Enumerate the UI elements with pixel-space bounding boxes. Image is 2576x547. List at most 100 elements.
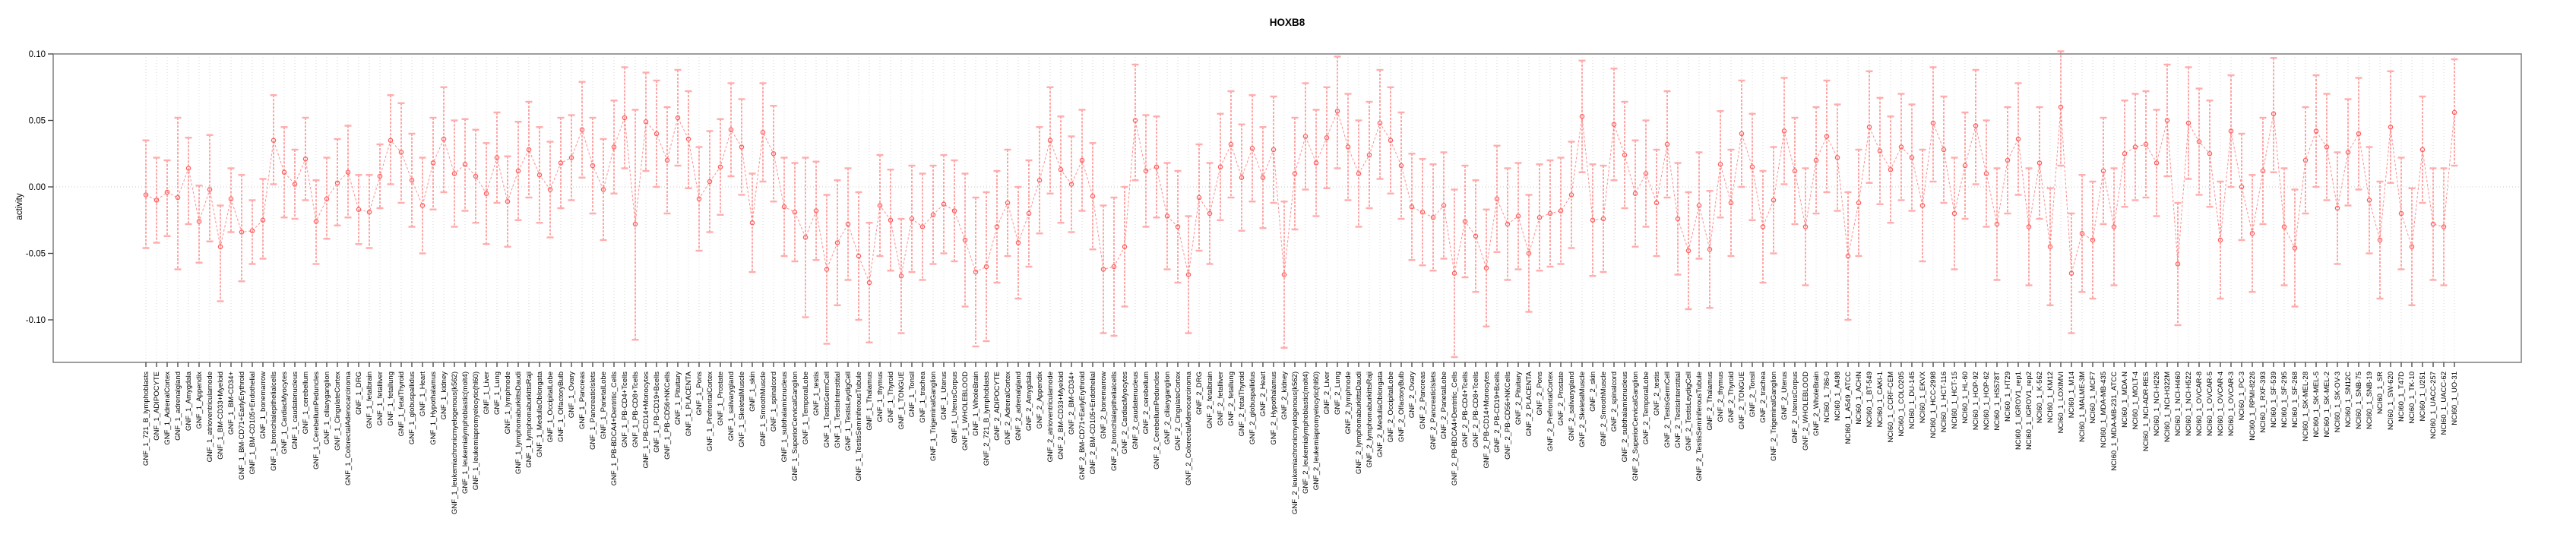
x-category-label: GNF_2_spinalcord [1610, 372, 1619, 432]
data-point [1100, 267, 1106, 272]
data-point [345, 169, 351, 175]
x-category-label: NCI60_1_SK-MEL-5 [2312, 372, 2321, 438]
data-point [802, 235, 809, 240]
x-category-label: GNF_1_fetalliver [376, 372, 385, 425]
x-category-label: GNF_2_Hypothalamus [1270, 372, 1278, 445]
x-category-label: NCI60_1_SK-OV-3 [2334, 372, 2342, 432]
x-category-label: NCI60_1_SR [2376, 372, 2385, 414]
x-category-label: GNF_2_TestisInterstitial [1674, 372, 1682, 448]
data-point [1845, 253, 1851, 259]
x-category-label: NCI60_1_RXF-393 [2259, 372, 2267, 433]
data-point [2079, 230, 2085, 236]
x-category-label: GNF_1_lymphomaburkittsDaudi [514, 372, 523, 474]
x-category-label: GNF_2_bonemarrow [1100, 372, 1108, 439]
data-point [568, 155, 574, 160]
data-point [1441, 203, 1447, 208]
x-category-label: GNF_1_leukemialymphoblastic(molt4) [461, 372, 470, 494]
x-category-label: GNF_2_WholeBrain [1812, 372, 1821, 436]
plot-box [52, 53, 2522, 363]
data-point [1366, 152, 1372, 158]
data-point [1409, 204, 1415, 210]
x-category-label: NCI60_1_A549_ATCC [1844, 372, 1853, 444]
x-category-label: GNF_1_PancreaticIslets [589, 372, 597, 450]
x-category-label: GNF_2_CerebellumPeduncles [1153, 372, 1161, 470]
x-category-label: GNF_2_721_B_lymphoblasts [983, 372, 991, 466]
data-point [1888, 166, 1894, 172]
x-category-label: NCI60_1_OVCAR-3 [2227, 372, 2236, 436]
x-category-label: GNF_2_PB-CD14+Monocytes [1483, 372, 1491, 469]
x-category-label: GNF_1_TestisLeydigCell [844, 372, 853, 451]
x-category-label: GNF_2_CardiacMyocytes [1121, 372, 1129, 454]
x-category-label: GNF_2_OccipitalLobe [1387, 372, 1395, 442]
y-tick-label: 0.05 [29, 117, 46, 126]
x-category-label: GNF_2_BM-CD33+Myeloid [1057, 372, 1065, 460]
x-category-label: NCI60_1_SNB-75 [2355, 372, 2363, 429]
data-point [2207, 150, 2213, 157]
x-category-label: GNF_1_trachea [919, 371, 927, 422]
x-category-label: NCI60_1_PC-3 [2238, 372, 2246, 420]
data-point [2047, 244, 2053, 249]
data-point [1430, 214, 1436, 220]
x-category-label: NCI60_1_HCC-2998 [1929, 372, 1938, 438]
y-tick-label: -0.10 [26, 316, 46, 325]
data-point [536, 172, 543, 178]
data-point [685, 136, 691, 142]
x-category-label: GNF_2_DRG [1195, 372, 1204, 415]
x-category-label: NCI60_1_OVCAR-4 [2217, 372, 2225, 436]
data-point [1494, 196, 1500, 201]
x-category-label: GNF_1_adrenalgland [174, 372, 182, 441]
data-point [2175, 261, 2181, 267]
x-category-label: GNF_2_PB-CD19+Bcells [1493, 372, 1502, 453]
x-category-label: NCI60_1_OVCAR-8 [2195, 372, 2204, 436]
x-category-label: GNF_1_ciliaryganglion [323, 372, 331, 444]
data-point [1675, 216, 1681, 222]
data-point [888, 217, 894, 223]
data-point [207, 187, 213, 192]
data-point [185, 166, 191, 171]
data-point [462, 161, 468, 167]
data-point [579, 127, 585, 132]
data-point [739, 144, 745, 150]
data-point [760, 129, 766, 135]
data-point [845, 221, 851, 227]
data-point [1696, 203, 1702, 208]
data-point [951, 208, 957, 213]
x-category-label: GNF_2_cerebellum [1142, 372, 1150, 434]
data-point [2292, 245, 2298, 251]
x-category-label: GNF_1_leukemiachronicmyelogenous(k562) [451, 372, 459, 514]
x-category-label: NCI60_1_HOP-92 [1972, 372, 1980, 430]
data-point [1388, 138, 1394, 143]
x-category-label: GNF_1_TONGUE [897, 372, 906, 429]
data-point [1941, 147, 1947, 153]
x-category-label: GNF_1_Thalamus [866, 372, 874, 431]
data-point [515, 168, 521, 174]
data-point [2356, 131, 2362, 137]
x-category-label: GNF_2_leukemiapromyelocytic(hl60) [1312, 372, 1321, 490]
x-category-label: GNF_2_ColorectalAdenocarcinoma [1185, 371, 1193, 485]
data-point [409, 177, 415, 183]
x-category-label: GNF_1_CerebellumPeduncles [312, 372, 321, 470]
x-category-label: GNF_1_thymus [876, 372, 885, 422]
x-category-label: GNF_2_Prostate [1557, 372, 1565, 425]
data-point [281, 169, 287, 175]
data-point [1302, 134, 1309, 139]
data-point [2122, 150, 2128, 157]
x-category-label: NCI60_1_UACC-257 [2429, 372, 2438, 439]
x-category-label: GNF_2_Liver [1323, 372, 1331, 415]
x-category-label: GNF_2_lymphnode [1344, 372, 1353, 434]
x-category-label: GNF_1_UterusCorpus [951, 372, 959, 444]
x-category-label: GNF_2_thymus [1717, 372, 1725, 422]
data-point [707, 179, 713, 185]
x-category-label: GNF_1_Amygdala [185, 371, 193, 431]
data-point [451, 171, 457, 176]
y-tick-label: 0.00 [29, 183, 46, 192]
data-point [696, 196, 702, 201]
x-category-label: GNF_2_TrigeminalGanglion [1770, 372, 1778, 461]
x-category-label: GNF_2_CingulateCortex [1174, 372, 1182, 451]
x-category-label: GNF_2_Ovary [1408, 372, 1416, 418]
data-point [2430, 221, 2436, 227]
x-category-label: GNF_2_kidney [1280, 372, 1289, 420]
data-point [653, 131, 660, 137]
y-tick-label: 0.10 [29, 50, 46, 59]
